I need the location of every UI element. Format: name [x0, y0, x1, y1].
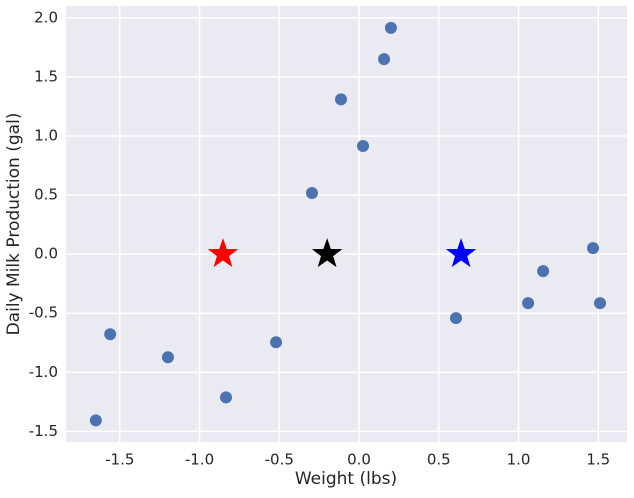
y-tick-label: 0.0 — [34, 245, 58, 263]
point — [89, 414, 102, 427]
star-point — [207, 238, 239, 268]
point — [384, 21, 397, 34]
x-axis-label: Weight (lbs) — [295, 469, 397, 489]
x-tick-label: 0.5 — [427, 451, 451, 469]
point — [219, 391, 232, 404]
point — [161, 351, 174, 364]
point — [537, 265, 550, 278]
y-tick-label: 1.0 — [34, 126, 58, 144]
point — [450, 312, 463, 325]
point — [270, 336, 283, 349]
y-axis-label: Daily Milk Production (gal) — [4, 113, 24, 336]
plot-area — [66, 6, 627, 442]
y-tick-label: 0.5 — [34, 186, 58, 204]
x-tick-label: 1.0 — [507, 451, 531, 469]
point — [357, 140, 370, 153]
y-tick-label: -1.0 — [29, 363, 58, 381]
point — [587, 242, 600, 255]
point — [305, 187, 318, 200]
y-tick-label: -0.5 — [29, 304, 58, 322]
x-tick-label: -0.5 — [265, 451, 294, 469]
y-tick-label: -1.5 — [29, 422, 58, 440]
point — [378, 53, 391, 66]
x-tick-label: 0.0 — [347, 451, 371, 469]
point — [594, 297, 607, 310]
x-tick-label: 1.5 — [586, 451, 610, 469]
star-point — [445, 238, 477, 268]
point — [522, 297, 535, 310]
star-point — [311, 238, 343, 268]
x-tick-label: -1.5 — [105, 451, 134, 469]
y-tick-label: 1.5 — [34, 67, 58, 85]
point — [104, 328, 117, 341]
y-tick-label: 2.0 — [34, 8, 58, 26]
x-tick-label: -1.0 — [185, 451, 214, 469]
point — [334, 93, 347, 106]
